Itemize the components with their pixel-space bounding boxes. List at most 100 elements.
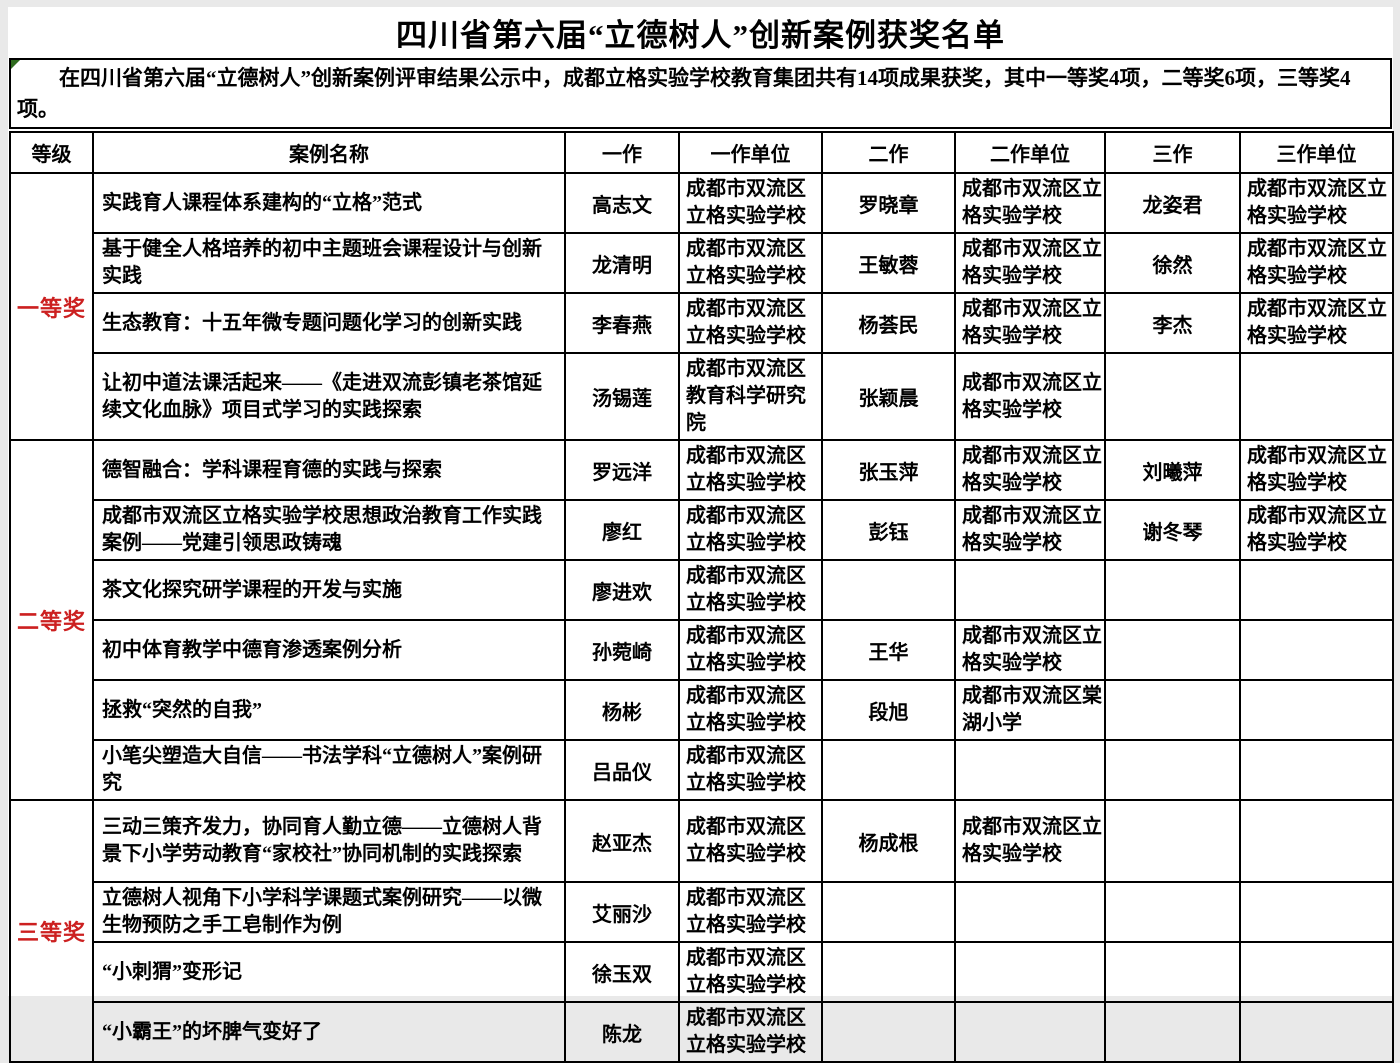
table-row: 二等奖 德智融合：学科课程育德的实践与探索 罗远洋 成都市双流区立格实验学校 张… bbox=[9, 439, 1394, 801]
second-author-unit-cell: 成都市双流区立格实验学校 bbox=[954, 439, 1106, 501]
first-author-unit-cell: 成都市双流区立格实验学校 bbox=[678, 232, 823, 294]
case-name-cell: 小笔尖塑造大自信——书法学科“立德树人”案例研究 bbox=[92, 739, 566, 801]
second-author-cell: 杨荟民 bbox=[821, 292, 956, 354]
second-author-unit-cell bbox=[954, 1001, 1106, 1063]
second-author-cell bbox=[821, 739, 956, 801]
second-author-cell: 彭钰 bbox=[821, 499, 956, 561]
table-row: 生态教育：十五年微专题问题化学习的创新实践 李春燕 成都市双流区立格实验学校 杨… bbox=[10, 292, 1394, 354]
third-author-unit-cell: 成都市双流区立格实验学校 bbox=[1239, 172, 1394, 234]
intro-box: 在四川省第六届“立德树人”创新案例评审结果公示中，成都立格实验学校教育集团共有1… bbox=[9, 58, 1392, 129]
header-first-author: 一作 bbox=[564, 131, 680, 174]
second-author-cell bbox=[821, 941, 956, 1003]
third-author-cell: 谢冬琴 bbox=[1104, 499, 1241, 561]
first-author-unit-cell: 成都市双流区立格实验学校 bbox=[678, 799, 823, 883]
third-author-unit-cell bbox=[1239, 941, 1394, 1003]
second-author-unit-cell: 成都市双流区立格实验学校 bbox=[954, 352, 1106, 441]
third-author-cell bbox=[1104, 679, 1241, 741]
third-author-cell bbox=[1104, 1001, 1241, 1063]
first-author-cell: 廖红 bbox=[564, 499, 680, 561]
second-author-cell: 杨成根 bbox=[821, 799, 956, 883]
third-author-cell bbox=[1104, 559, 1241, 621]
second-author-unit-cell: 成都市双流区立格实验学校 bbox=[954, 799, 1106, 883]
first-author-unit-cell: 成都市双流区立格实验学校 bbox=[678, 439, 823, 501]
second-author-unit-cell: 成都市双流区立格实验学校 bbox=[954, 292, 1106, 354]
second-author-unit-cell: 成都市双流区立格实验学校 bbox=[954, 232, 1106, 294]
document-page: 四川省第六届“立德树人”创新案例获奖名单 在四川省第六届“立德树人”创新案例评审… bbox=[8, 7, 1394, 1063]
cell-comment-marker-icon bbox=[11, 60, 20, 69]
third-author-unit-cell bbox=[1239, 739, 1394, 801]
second-author-unit-cell bbox=[954, 941, 1106, 1003]
second-author-cell: 段旭 bbox=[821, 679, 956, 741]
table-row: 成都市双流区立格实验学校思想政治教育工作实践案例——党建引领思政铸魂 廖红 成都… bbox=[10, 499, 1394, 561]
first-author-cell: 杨彬 bbox=[564, 679, 680, 741]
header-first-author-unit: 一作单位 bbox=[678, 131, 823, 174]
first-author-cell: 高志文 bbox=[564, 172, 680, 234]
second-author-cell bbox=[821, 1001, 956, 1063]
third-author-unit-cell bbox=[1239, 559, 1394, 621]
case-name-cell: “小霸王”的坏脾气变好了 bbox=[92, 1001, 566, 1063]
third-author-cell bbox=[1104, 941, 1241, 1003]
second-author-unit-cell bbox=[954, 739, 1106, 801]
header-third-author: 三作 bbox=[1104, 131, 1241, 174]
third-author-unit-cell bbox=[1239, 679, 1394, 741]
third-author-unit-cell bbox=[1239, 1001, 1394, 1063]
third-author-cell bbox=[1104, 799, 1241, 883]
first-author-unit-cell: 成都市双流区立格实验学校 bbox=[678, 499, 823, 561]
intro-text: 在四川省第六届“立德树人”创新案例评审结果公示中，成都立格实验学校教育集团共有1… bbox=[17, 66, 1351, 121]
table-row: 让初中道法课活起来——《走进双流彭镇老茶馆延续文化血脉》项目式学习的实践探索 汤… bbox=[10, 352, 1394, 441]
table-row: 茶文化探究研学课程的开发与实施 廖进欢 成都市双流区立格实验学校 bbox=[10, 559, 1394, 621]
header-case-name: 案例名称 bbox=[92, 131, 566, 174]
first-author-cell: 龙清明 bbox=[564, 232, 680, 294]
first-author-unit-cell: 成都市双流区立格实验学校 bbox=[678, 1001, 823, 1063]
third-author-unit-cell bbox=[1239, 799, 1394, 883]
case-name-cell: 茶文化探究研学课程的开发与实施 bbox=[92, 559, 566, 621]
first-author-cell: 陈龙 bbox=[564, 1001, 680, 1063]
second-author-unit-cell bbox=[954, 559, 1106, 621]
table-row: 一等奖 实践育人课程体系建构的“立格”范式 高志文 成都市双流区立格实验学校 罗… bbox=[9, 172, 1394, 441]
first-author-unit-cell: 成都市双流区立格实验学校 bbox=[678, 941, 823, 1003]
first-author-cell: 廖进欢 bbox=[564, 559, 680, 621]
first-author-cell: 罗远洋 bbox=[564, 439, 680, 501]
table-row: “小霸王”的坏脾气变好了 陈龙 成都市双流区立格实验学校 bbox=[10, 1001, 1394, 1063]
header-row: 等级 案例名称 一作 一作单位 二作 二作单位 三作 三作单位 bbox=[9, 131, 1394, 174]
first-author-cell: 李春燕 bbox=[564, 292, 680, 354]
second-author-cell bbox=[821, 559, 956, 621]
case-name-cell: 成都市双流区立格实验学校思想政治教育工作实践案例——党建引领思政铸魂 bbox=[92, 499, 566, 561]
first-author-unit-cell: 成都市双流区立格实验学校 bbox=[678, 679, 823, 741]
second-author-cell: 张颖晨 bbox=[821, 352, 956, 441]
third-author-unit-cell: 成都市双流区立格实验学校 bbox=[1239, 292, 1394, 354]
page-title: 四川省第六届“立德树人”创新案例获奖名单 bbox=[8, 7, 1393, 58]
first-author-cell: 汤锡莲 bbox=[564, 352, 680, 441]
first-author-cell: 孙菀崎 bbox=[564, 619, 680, 681]
header-second-author: 二作 bbox=[821, 131, 956, 174]
second-author-cell bbox=[821, 881, 956, 943]
third-author-cell: 刘曦萍 bbox=[1104, 439, 1241, 501]
second-author-cell: 罗晓章 bbox=[821, 172, 956, 234]
third-author-cell bbox=[1104, 352, 1241, 441]
table-row: 基于健全人格培养的初中主题班会课程设计与创新实践 龙清明 成都市双流区立格实验学… bbox=[10, 232, 1394, 294]
second-author-unit-cell: 成都市双流区棠湖小学 bbox=[954, 679, 1106, 741]
case-name-cell: “小刺猬”变形记 bbox=[92, 941, 566, 1003]
second-author-unit-cell bbox=[954, 881, 1106, 943]
second-author-cell: 张玉萍 bbox=[821, 439, 956, 501]
first-author-unit-cell: 成都市双流区立格实验学校 bbox=[678, 172, 823, 234]
third-author-unit-cell bbox=[1239, 881, 1394, 943]
level-badge: 三等奖 bbox=[9, 799, 94, 1063]
second-author-cell: 王敏蓉 bbox=[821, 232, 956, 294]
second-author-unit-cell: 成都市双流区立格实验学校 bbox=[954, 172, 1106, 234]
case-name-cell: 生态教育：十五年微专题问题化学习的创新实践 bbox=[92, 292, 566, 354]
table-row: 三等奖 三动三策齐发力，协同育人勤立德——立德树人背景下小学劳动教育“家校社”协… bbox=[9, 799, 1394, 1063]
third-author-unit-cell: 成都市双流区立格实验学校 bbox=[1239, 439, 1394, 501]
first-author-unit-cell: 成都市双流区立格实验学校 bbox=[678, 292, 823, 354]
case-name-cell: 三动三策齐发力，协同育人勤立德——立德树人背景下小学劳动教育“家校社”协同机制的… bbox=[92, 799, 566, 883]
third-author-unit-cell: 成都市双流区立格实验学校 bbox=[1239, 232, 1394, 294]
level-badge: 一等奖 bbox=[9, 172, 94, 441]
third-author-cell bbox=[1104, 619, 1241, 681]
awards-table: 等级 案例名称 一作 一作单位 二作 二作单位 三作 三作单位 一等奖 实践育人… bbox=[9, 131, 1394, 1063]
second-author-unit-cell: 成都市双流区立格实验学校 bbox=[954, 499, 1106, 561]
first-author-cell: 吕品仪 bbox=[564, 739, 680, 801]
first-author-cell: 赵亚杰 bbox=[564, 799, 680, 883]
third-author-unit-cell bbox=[1239, 352, 1394, 441]
first-author-cell: 徐玉双 bbox=[564, 941, 680, 1003]
first-author-unit-cell: 成都市双流区立格实验学校 bbox=[678, 619, 823, 681]
